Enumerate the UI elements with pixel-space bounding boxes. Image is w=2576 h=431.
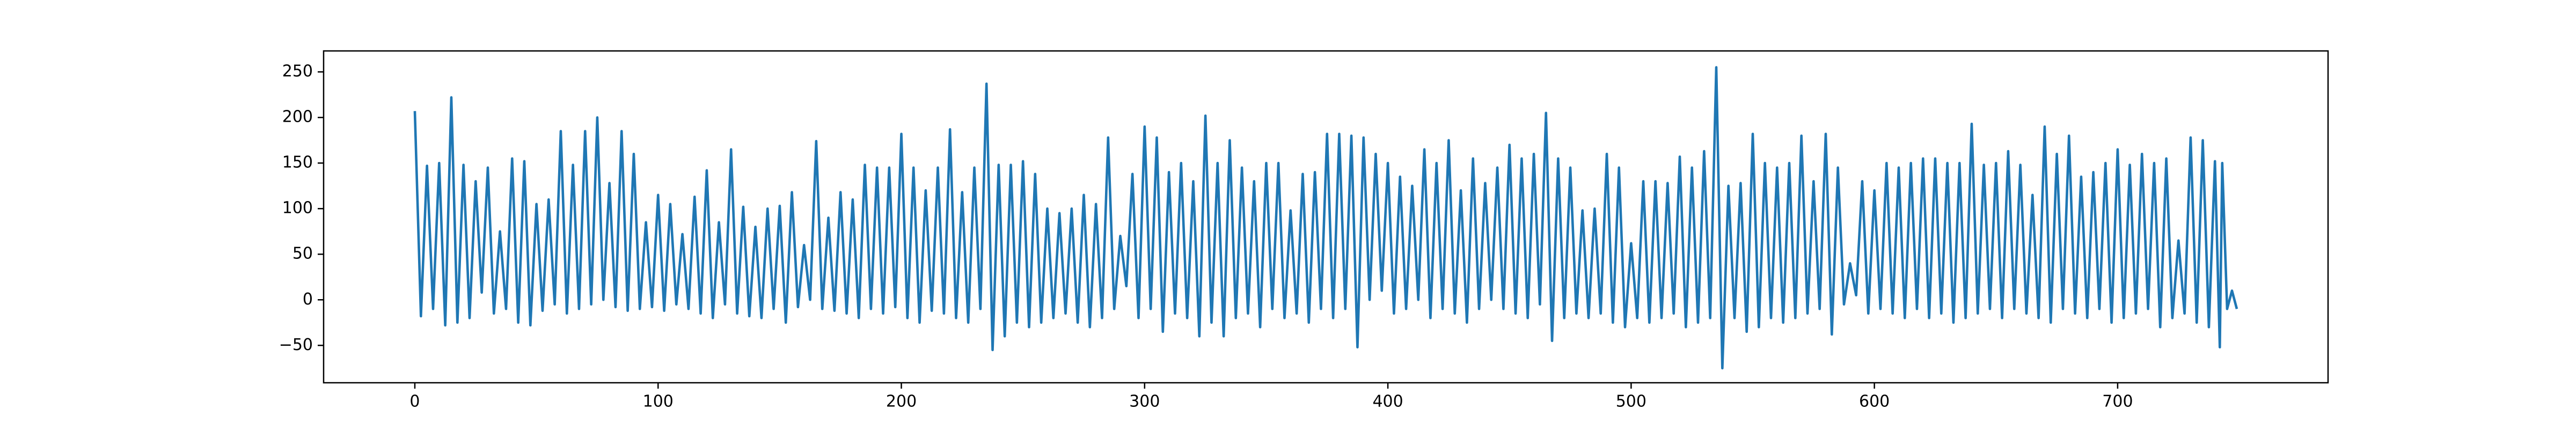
x-tick-label: 0 [409,392,420,411]
x-tick-label: 100 [643,392,674,411]
y-tick-label: 250 [282,62,313,81]
y-tick-label: 50 [292,244,313,263]
y-tick-label: 150 [282,153,313,172]
axes-frame [323,50,2329,384]
x-tick-label: 400 [1372,392,1403,411]
x-tick-label: 500 [1616,392,1646,411]
y-tick-label: 200 [282,108,313,127]
y-tick-label: −50 [279,336,313,354]
x-tick-label: 600 [1859,392,1890,411]
x-tick-label: 700 [2102,392,2133,411]
y-tick-label: 100 [282,199,313,218]
x-tick-label: 300 [1129,392,1160,411]
x-tick-label: 200 [886,392,917,411]
data-line [413,66,2238,370]
y-tick-label: 0 [303,290,313,309]
